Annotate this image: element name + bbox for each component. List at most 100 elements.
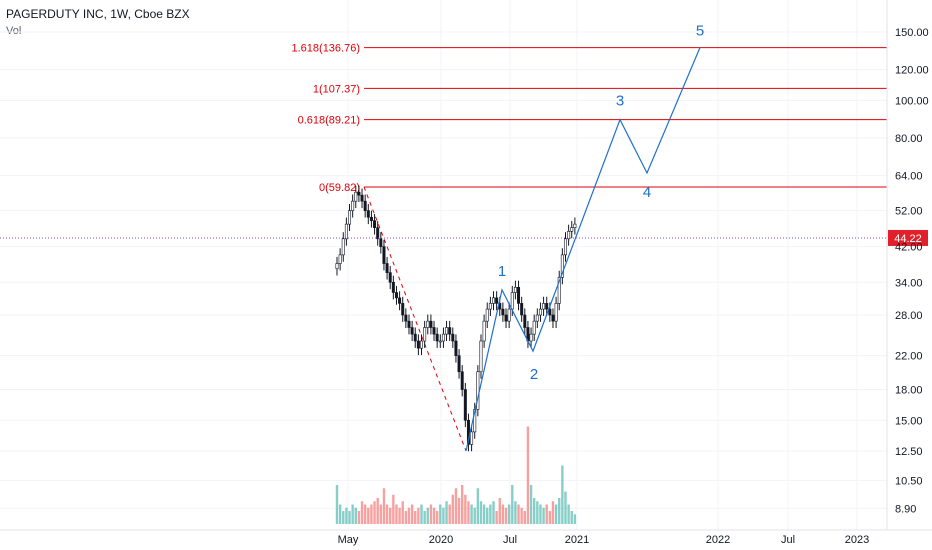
- volume-bar: [570, 511, 573, 524]
- candle: [357, 191, 361, 196]
- candle: [567, 231, 571, 240]
- candle: [548, 308, 552, 316]
- y-tick-label: 28.00: [895, 310, 923, 322]
- volume-bar: [486, 507, 489, 524]
- x-tick-label: 2021: [565, 534, 589, 546]
- candle: [363, 200, 367, 211]
- volume-bar: [382, 488, 386, 524]
- candle: [413, 333, 417, 342]
- volume-bar: [461, 485, 464, 524]
- candle: [429, 320, 433, 328]
- candle: [542, 303, 546, 310]
- candle: [348, 210, 352, 225]
- volume-bars: [335, 426, 577, 524]
- time-axis[interactable]: May 2020 Jul 2021 2022 Jul 2023: [338, 534, 870, 546]
- y-tick-label: 150.00: [895, 27, 929, 39]
- volume-bar: [445, 501, 448, 524]
- fib-level-label: 1.618(136.76): [292, 43, 361, 55]
- y-tick-label: 34.00: [895, 277, 923, 289]
- candle: [545, 303, 549, 310]
- chart-header: PAGERDUTY INC, 1W, Cboe BZX Vol: [6, 7, 190, 37]
- candle: [423, 327, 427, 342]
- y-tick-label: 42.00: [895, 242, 923, 254]
- fibonacci-levels[interactable]: 0(59.82) 0.618(89.21) 1(107.37) 1.618(136.7…: [292, 43, 888, 194]
- volume-bar: [467, 501, 470, 524]
- volume-bar: [404, 511, 408, 524]
- price-axis[interactable]: 150.00 120.00 100.00 80.00 64.00 52.00 42.00 34…: [895, 27, 929, 515]
- candle: [354, 191, 358, 202]
- volume-bar: [373, 501, 376, 524]
- volume-bar: [370, 504, 373, 524]
- x-tick-label: Jul: [503, 534, 517, 546]
- volume-bar: [539, 504, 542, 524]
- symbol-title[interactable]: PAGERDUTY INC, 1W, Cboe BZX: [6, 7, 190, 21]
- grid: [0, 0, 887, 530]
- candle: [557, 277, 561, 304]
- volume-bar: [520, 507, 523, 524]
- fib-level-label: 0.618(89.21): [298, 115, 360, 127]
- volume-bar: [354, 507, 357, 524]
- candle: [457, 355, 461, 373]
- volume-bar: [498, 498, 501, 524]
- candle: [341, 238, 345, 256]
- volume-bar: [470, 504, 473, 524]
- volume-bar: [536, 501, 539, 524]
- candle: [376, 227, 380, 240]
- candle: [420, 340, 424, 349]
- volume-bar: [482, 504, 486, 524]
- volume-bar: [489, 504, 492, 524]
- dashed-trend-line: [363, 186, 467, 452]
- volume-bar: [529, 485, 533, 524]
- candle: [491, 297, 495, 304]
- candle: [385, 263, 389, 273]
- candle: [563, 238, 567, 256]
- volume-bar: [495, 511, 498, 524]
- candle: [523, 314, 527, 328]
- candle: [451, 333, 455, 342]
- volume-bar: [476, 488, 480, 524]
- candle: [501, 308, 505, 316]
- volume-bar: [561, 465, 564, 524]
- candle: [382, 246, 386, 264]
- wave-label: 5: [696, 23, 704, 40]
- volume-bar: [389, 507, 392, 524]
- y-tick-label: 10.50: [895, 475, 923, 487]
- candle: [529, 333, 533, 342]
- candle: [554, 303, 558, 322]
- wave-label: 3: [616, 93, 624, 110]
- volume-bar: [514, 501, 517, 524]
- wave-label: 2: [530, 366, 538, 383]
- volume-bar: [435, 511, 439, 524]
- volume-indicator-label[interactable]: Vol: [6, 25, 22, 37]
- candle: [344, 223, 348, 240]
- wave-path: [465, 47, 701, 452]
- candle: [504, 314, 508, 322]
- candle: [445, 327, 449, 335]
- candle: [373, 220, 377, 228]
- candle: [426, 320, 430, 328]
- candle: [366, 210, 370, 218]
- volume-bar: [398, 507, 401, 524]
- volume-bar: [432, 507, 436, 524]
- elliott-wave-projection[interactable]: 1 2 3 4 5: [465, 23, 704, 452]
- candle: [454, 340, 458, 356]
- volume-bar: [407, 507, 411, 524]
- x-tick-label: 2020: [429, 534, 453, 546]
- y-tick-label: 15.00: [895, 415, 923, 427]
- x-tick-label: May: [338, 534, 359, 546]
- candle: [532, 320, 536, 335]
- candle: [369, 216, 373, 221]
- candle: [388, 272, 392, 283]
- candle: [448, 327, 452, 335]
- volume-bar: [423, 511, 426, 524]
- volume-bar: [342, 511, 345, 524]
- last-price-label: 44.22: [894, 233, 922, 245]
- volume-bar: [357, 511, 361, 524]
- candle: [573, 223, 577, 228]
- x-tick-label: Jul: [781, 534, 795, 546]
- volume-bar: [511, 485, 514, 524]
- volume-bar: [501, 504, 505, 524]
- candle: [335, 263, 339, 269]
- candle: [488, 303, 492, 310]
